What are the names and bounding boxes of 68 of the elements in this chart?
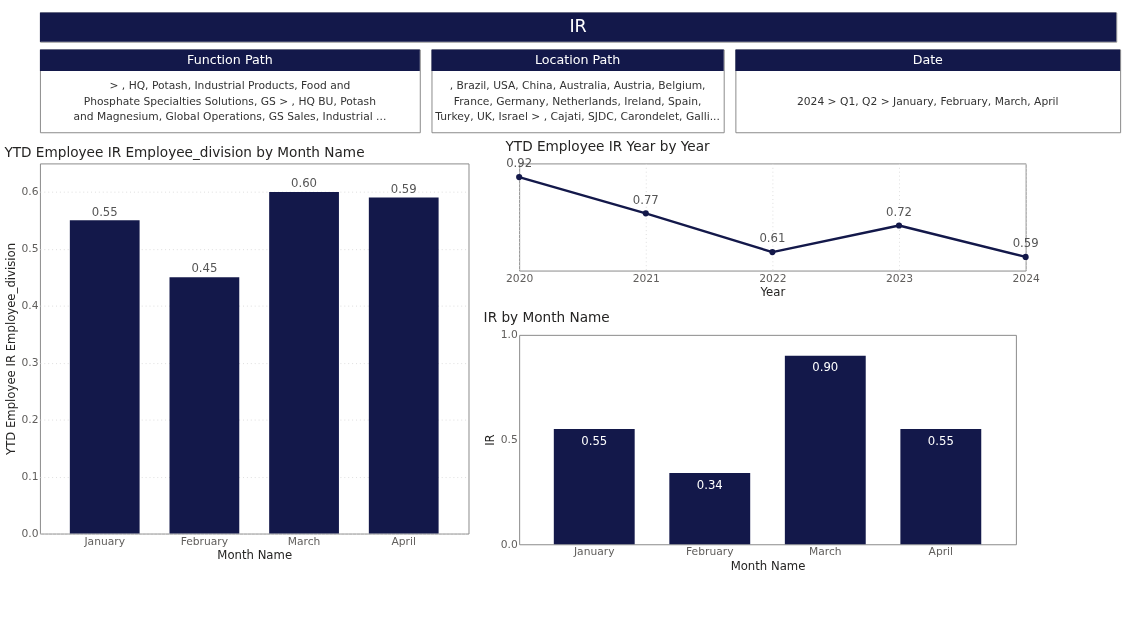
data-label: 0.55 bbox=[581, 433, 608, 448]
text: 2024 > Q1, Q2 > January, February, March, April bbox=[796, 94, 1059, 108]
y-tick-label: 0.3 bbox=[21, 356, 39, 370]
y-tick-label: 0.0 bbox=[500, 537, 518, 551]
x-tick-label: 2020 bbox=[506, 271, 534, 285]
bar bbox=[553, 429, 635, 545]
x-axis-title: Year bbox=[759, 285, 786, 300]
data-label: 0.92 bbox=[506, 156, 533, 171]
data-label: 0.59 bbox=[1012, 236, 1039, 251]
x-tick-label: March bbox=[808, 545, 842, 559]
y-tick-label: 0.5 bbox=[500, 432, 518, 446]
text: , Brazil, USA, China, Australia, Austria, Belgium, bbox=[449, 78, 706, 92]
bar bbox=[169, 277, 240, 534]
x-tick-label: February bbox=[180, 534, 229, 548]
data-label: 0.55 bbox=[91, 204, 118, 219]
x-tick-label: January bbox=[83, 534, 126, 548]
data-label: 0.34 bbox=[696, 477, 723, 492]
data-label: 0.77 bbox=[632, 192, 659, 207]
x-tick-label: April bbox=[391, 534, 416, 548]
y-tick-label: 0.5 bbox=[21, 242, 39, 256]
text: Turkey, UK, Israel > , Cajati, SJDC, Carondelet, Galli... bbox=[434, 110, 720, 124]
bar bbox=[669, 473, 751, 545]
text: Function Path bbox=[187, 52, 273, 68]
y-tick-label: 1.0 bbox=[500, 328, 518, 342]
bar bbox=[900, 429, 982, 545]
x-tick-label: 2022 bbox=[759, 271, 787, 285]
text: Location Path bbox=[534, 52, 621, 68]
text: Date bbox=[912, 52, 944, 68]
point bbox=[516, 173, 523, 181]
chart-title: YTD Employee IR Employee_division by Month Name bbox=[3, 143, 365, 160]
x-tick-label: April bbox=[928, 545, 954, 559]
x-axis-title: Month Name bbox=[217, 548, 293, 563]
y-axis-title: IR bbox=[482, 434, 497, 446]
data-label: 0.45 bbox=[191, 261, 218, 276]
x-tick-label: January bbox=[572, 545, 616, 559]
data-label: 0.72 bbox=[886, 204, 913, 219]
bar bbox=[269, 191, 339, 534]
y-tick-label: 0.0 bbox=[21, 526, 39, 540]
x-tick-label: 2021 bbox=[632, 271, 660, 285]
x-tick-label: February bbox=[686, 545, 735, 559]
y-tick-label: 0.6 bbox=[21, 185, 39, 199]
point bbox=[895, 222, 903, 229]
data-label: 0.61 bbox=[759, 231, 786, 246]
chart-title: IR by Month Name bbox=[483, 309, 610, 326]
x-axis-title: Month Name bbox=[730, 559, 806, 574]
text: Phosphate Specialties Solutions, GS > , HQ BU, Potash bbox=[83, 94, 376, 108]
bar bbox=[69, 220, 140, 534]
data-label: 0.55 bbox=[927, 433, 954, 448]
bar bbox=[784, 355, 866, 545]
text: IR bbox=[569, 15, 587, 36]
data-label: 0.60 bbox=[291, 176, 318, 191]
y-tick-label: 0.1 bbox=[21, 470, 39, 484]
point bbox=[1022, 253, 1029, 261]
chart-title: YTD Employee IR Year by Year bbox=[504, 137, 711, 154]
y-axis-title: YTD Employee IR Employee_division bbox=[3, 242, 18, 456]
data-label: 0.59 bbox=[390, 181, 417, 196]
text: France, Germany, Netherlands, Ireland, Spain, bbox=[453, 94, 702, 108]
bar bbox=[368, 197, 439, 534]
data-label: 0.90 bbox=[812, 360, 839, 375]
text: and Magnesium, Global Operations, GS Sales, Industrial ... bbox=[73, 110, 387, 124]
x-tick-label: March bbox=[287, 534, 321, 548]
point bbox=[769, 249, 776, 256]
x-tick-label: 2023 bbox=[885, 271, 914, 285]
text: > , HQ, Potash, Industrial Products, Food and bbox=[109, 78, 351, 92]
y-tick-label: 0.4 bbox=[21, 299, 39, 313]
x-tick-label: 2024 bbox=[1012, 271, 1040, 285]
y-tick-label: 0.2 bbox=[21, 413, 39, 427]
point bbox=[642, 210, 649, 217]
